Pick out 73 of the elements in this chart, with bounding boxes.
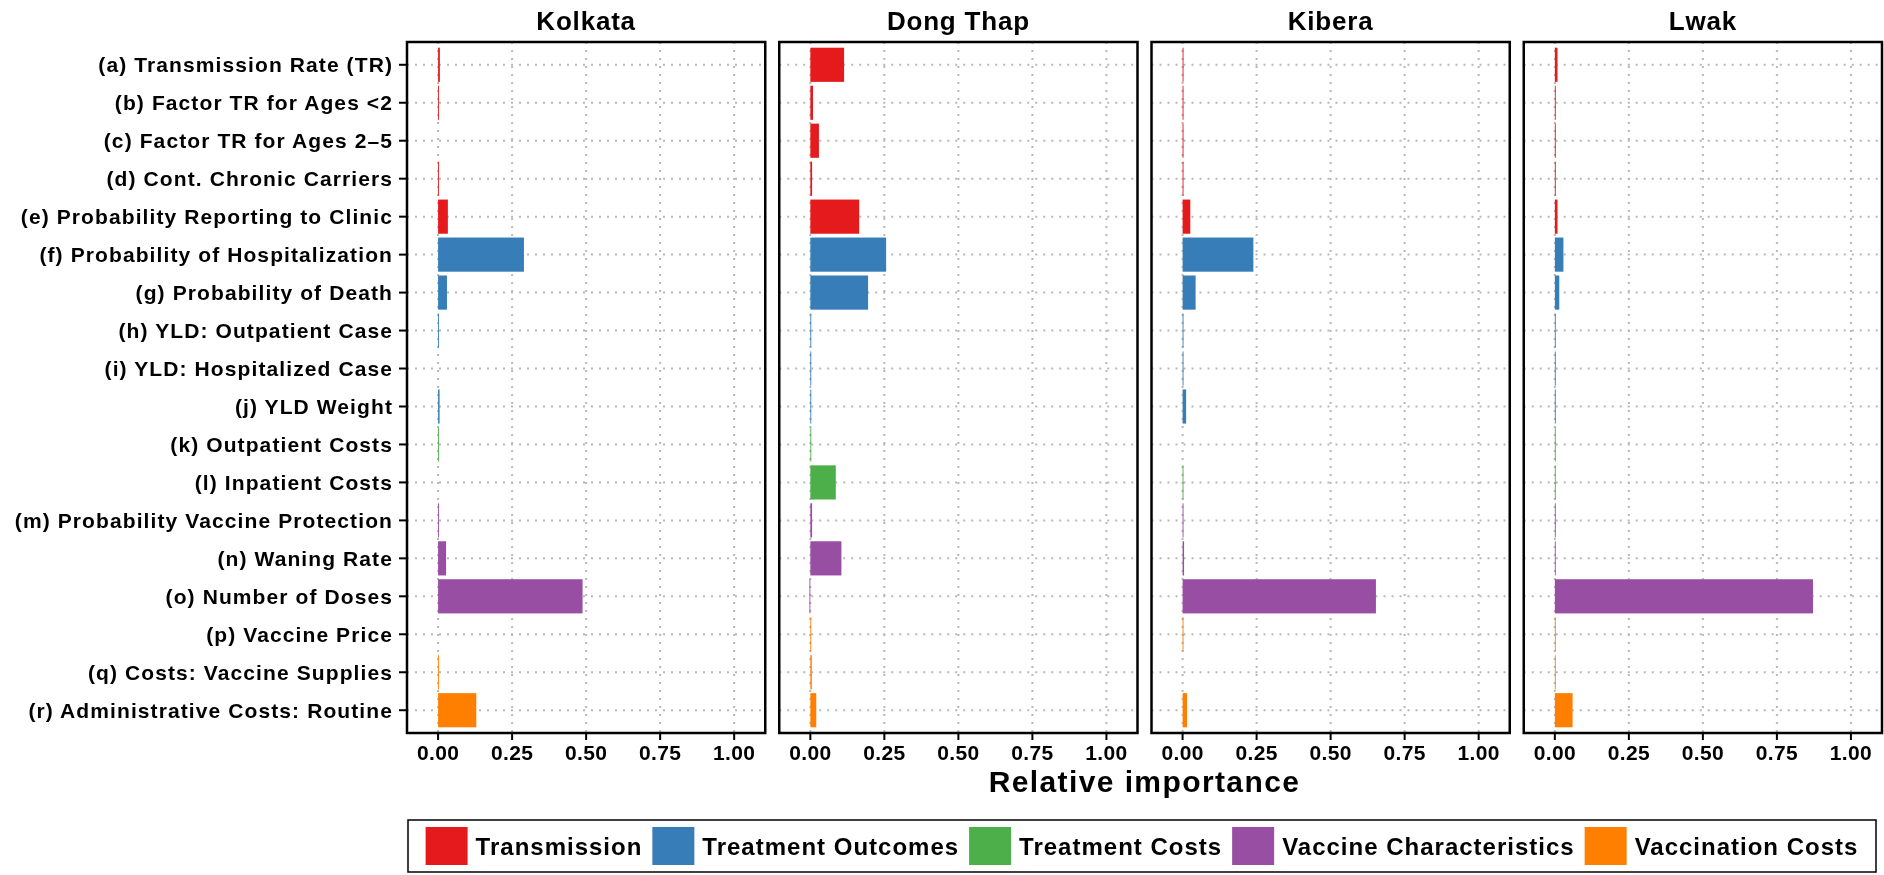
legend-label: Treatment Costs [1019,832,1223,860]
y-tick-label: (m) Probability Vaccine Protection [14,508,393,532]
x-tick-label: 0.75 [1383,741,1426,764]
x-tick-label: 0.25 [863,741,906,764]
x-tick-label: 0.50 [565,741,608,764]
bar [438,199,448,234]
y-tick-label: (h) YLD: Outpatient Case [118,319,393,343]
x-tick-label: 0.25 [1235,741,1278,764]
x-tick-label: 0.00 [1533,741,1576,764]
legend-label: Vaccine Characteristics [1282,832,1575,860]
legend-label: Transmission [475,832,643,860]
bar [810,199,860,234]
bar [1554,693,1573,728]
x-tick-label: 0.00 [789,741,832,764]
x-axis-title: Relative importance [988,765,1301,798]
bar [1554,275,1560,310]
bar [1554,579,1814,614]
x-tick-label: 0.50 [1681,741,1724,764]
bar [1182,237,1254,272]
x-tick-label: 0.00 [1161,741,1204,764]
bar [810,47,845,82]
x-tick-label: 0.50 [937,741,980,764]
bar [438,275,447,310]
x-tick-label: 0.50 [1309,741,1352,764]
bar [1554,199,1558,234]
bar [810,85,813,120]
x-tick-label: 0.00 [417,741,460,764]
bar [1182,579,1376,614]
y-tick-label: (d) Cont. Chronic Carriers [106,167,393,191]
x-tick-label: 1.00 [1829,741,1872,764]
y-tick-label: (a) Transmission Rate (TR) [98,53,393,77]
chart-title: Kolkata [536,6,636,36]
legend-label: Treatment Outcomes [702,832,960,860]
chart-title: Dong Thap [886,6,1030,36]
y-tick-label: (i) YLD: Hospitalized Case [104,357,393,381]
bar [1554,47,1558,82]
y-tick-label: (b) Factor TR for Ages <2 [114,91,393,115]
bar [810,275,869,310]
x-tick-label: 0.25 [1607,741,1650,764]
bar [810,693,817,728]
y-tick-label: (r) Administrative Costs: Routine [28,698,393,722]
x-tick-label: 1.00 [1457,741,1500,764]
x-tick-label: 0.75 [639,741,682,764]
bar [810,465,836,500]
x-tick-label: 0.75 [1011,741,1054,764]
x-tick-label: 1.00 [713,741,756,764]
chart-title: Kibera [1287,6,1374,36]
bar [810,541,842,576]
y-tick-label: (c) Factor TR for Ages 2–5 [103,129,393,153]
bar [810,237,887,272]
y-tick-label: (p) Vaccine Price [206,622,393,646]
bar [438,237,524,272]
y-tick-label: (j) YLD Weight [234,394,393,418]
y-tick-label: (g) Probability of Death [135,281,393,305]
bar [1182,199,1191,234]
y-tick-label: (n) Waning Rate [217,546,393,570]
y-tick-label: (k) Outpatient Costs [170,432,393,456]
x-tick-label: 0.75 [1755,741,1798,764]
bar [1554,237,1564,272]
bar [438,579,583,614]
y-tick-label: (o) Number of Doses [165,584,393,608]
y-tick-label: (f) Probability of Hospitalization [39,243,393,267]
bar [1182,275,1196,310]
x-tick-label: 0.25 [491,741,534,764]
chart-title: Lwak [1668,6,1737,36]
bar [438,541,447,576]
x-tick-label: 1.00 [1085,741,1128,764]
legend-label: Vaccination Costs [1634,832,1859,860]
bar [438,693,477,728]
y-tick-label: (e) Probability Reporting to Clinic [20,205,393,229]
bar [810,123,819,158]
y-tick-label: (q) Costs: Vaccine Supplies [87,660,393,684]
y-tick-label: (l) Inpatient Costs [194,470,393,494]
